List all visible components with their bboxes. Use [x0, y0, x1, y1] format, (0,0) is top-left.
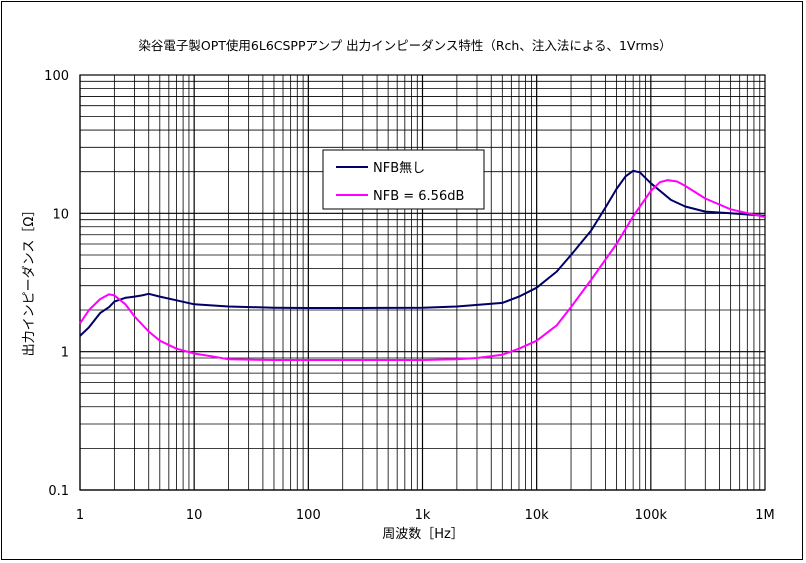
x-tick-label: 1M — [755, 508, 775, 523]
x-tick-label: 10 — [186, 508, 203, 523]
x-tick-label: 1k — [415, 508, 431, 523]
legend: NFB無し NFB = 6.56dB — [322, 149, 485, 210]
y-tick-label: 100 — [44, 69, 69, 84]
y-tick-labels: 0.1 1 10 100 — [44, 69, 69, 499]
series-line-2 — [79, 179, 766, 361]
x-axis-label: 周波数［Hz］ — [382, 527, 464, 542]
x-tick-label: 1 — [76, 508, 84, 523]
legend-box — [322, 149, 485, 210]
x-tick-label: 100k — [635, 508, 668, 523]
chart-title: 染谷電子製OPT使用6L6CSPPアンプ 出力インピーダンス特性（Rch、注入法… — [138, 38, 671, 53]
x-tick-labels: 1 10 100 1k 10k 100k 1M — [76, 508, 775, 523]
grid — [79, 74, 766, 491]
series-line-1 — [79, 169, 766, 337]
plot-border — [79, 74, 766, 491]
x-tick-label: 100 — [296, 508, 321, 523]
series-layer — [79, 169, 766, 361]
y-tick-label: 1 — [61, 346, 69, 361]
x-tick-label: 10k — [525, 508, 550, 523]
y-tick-label: 0.1 — [48, 484, 69, 499]
legend-label-1: NFB無し — [373, 161, 425, 176]
y-axis-label: 出力インピーダンス［Ω］ — [22, 204, 37, 357]
legend-label-2: NFB = 6.56dB — [373, 189, 464, 204]
y-tick-label: 10 — [52, 207, 69, 222]
